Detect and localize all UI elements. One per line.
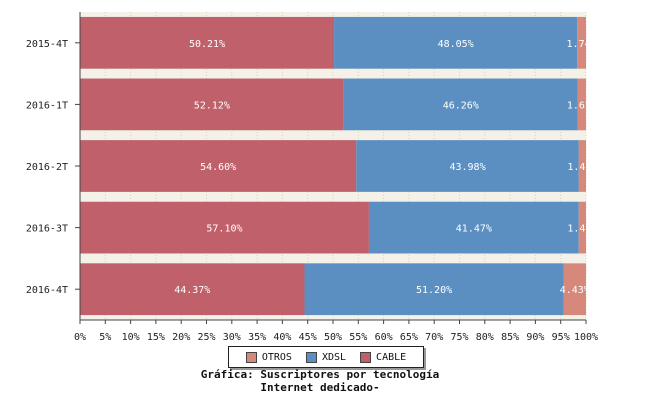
x-tick-label: 55% <box>349 332 367 343</box>
data-label: 51.20% <box>416 285 452 296</box>
chart-legend: OTROS XDSL CABLE <box>228 346 424 368</box>
bar-cable <box>80 140 357 192</box>
data-label: 46.26% <box>443 100 479 111</box>
x-tick-label: 10% <box>122 332 140 343</box>
bar-cable <box>80 16 335 69</box>
data-label: 4.43% <box>560 285 590 296</box>
x-tick-label: 5% <box>99 332 111 343</box>
legend-swatch <box>245 351 257 363</box>
chart-caption-line2: Internet dedicado- <box>260 381 380 394</box>
data-label: 44.37% <box>174 285 210 296</box>
bar-xdsl <box>304 263 564 316</box>
bar-xdsl <box>368 201 579 254</box>
legend-label: XDSL <box>321 351 347 363</box>
bar-otros <box>577 78 586 131</box>
category-label: 2016-1T <box>26 100 68 111</box>
legend-item-cable: CABLE <box>360 351 407 363</box>
x-tick-label: 45% <box>299 332 317 343</box>
legend-item-otros: OTROS <box>245 351 292 363</box>
x-tick-label: 80% <box>476 332 494 343</box>
x-tick-label: 20% <box>172 332 190 343</box>
category-label: 2016-4T <box>26 285 68 296</box>
bar-otros <box>578 140 586 192</box>
bar-otros <box>577 16 586 69</box>
x-tick-label: 25% <box>197 332 215 343</box>
data-label: 54.60% <box>200 162 236 173</box>
data-label: 1.42% <box>567 162 597 173</box>
x-tick-label: 60% <box>375 332 393 343</box>
data-label: 1.74% <box>567 39 597 50</box>
x-tick-label: 35% <box>248 332 266 343</box>
legend-label: CABLE <box>376 351 407 363</box>
bar-otros <box>563 263 586 316</box>
x-tick-label: 65% <box>400 332 418 343</box>
data-label: 52.12% <box>194 100 230 111</box>
legend-swatch <box>360 351 372 363</box>
x-tick-label: 30% <box>223 332 241 343</box>
data-label: 41.47% <box>456 224 492 235</box>
legend-item-xdsl: XDSL <box>305 351 347 363</box>
bar-xdsl <box>356 140 579 192</box>
bar-cable <box>80 263 305 316</box>
bar-xdsl <box>334 16 578 69</box>
data-label: 48.05% <box>438 39 474 50</box>
x-tick-label: 90% <box>526 332 544 343</box>
x-tick-label: 50% <box>324 332 342 343</box>
chart-caption-line1: Gráfica: Suscriptores por tecnología <box>200 368 440 381</box>
data-label: 1.43% <box>567 224 597 235</box>
data-label: 43.98% <box>449 162 485 173</box>
x-tick-label: 95% <box>552 332 570 343</box>
x-tick-label: 75% <box>450 332 468 343</box>
data-label: 57.10% <box>206 224 242 235</box>
x-tick-label: 15% <box>147 332 165 343</box>
x-tick-label: 70% <box>425 332 443 343</box>
bar-xdsl <box>343 78 578 131</box>
data-label: 50.21% <box>189 39 225 50</box>
legend-label: OTROS <box>261 351 292 363</box>
x-tick-label: 100% <box>574 332 598 343</box>
category-label: 2016-2T <box>26 162 68 173</box>
x-tick-label: 85% <box>501 332 519 343</box>
x-tick-label: 40% <box>273 332 291 343</box>
bar-cable <box>80 201 369 254</box>
category-label: 2015-4T <box>26 39 68 50</box>
bar-cable <box>80 78 344 131</box>
bar-otros <box>578 201 586 254</box>
legend-swatch <box>305 351 317 363</box>
data-label: 1.62% <box>567 100 597 111</box>
x-tick-label: 0% <box>74 332 86 343</box>
category-label: 2016-3T <box>26 224 68 235</box>
